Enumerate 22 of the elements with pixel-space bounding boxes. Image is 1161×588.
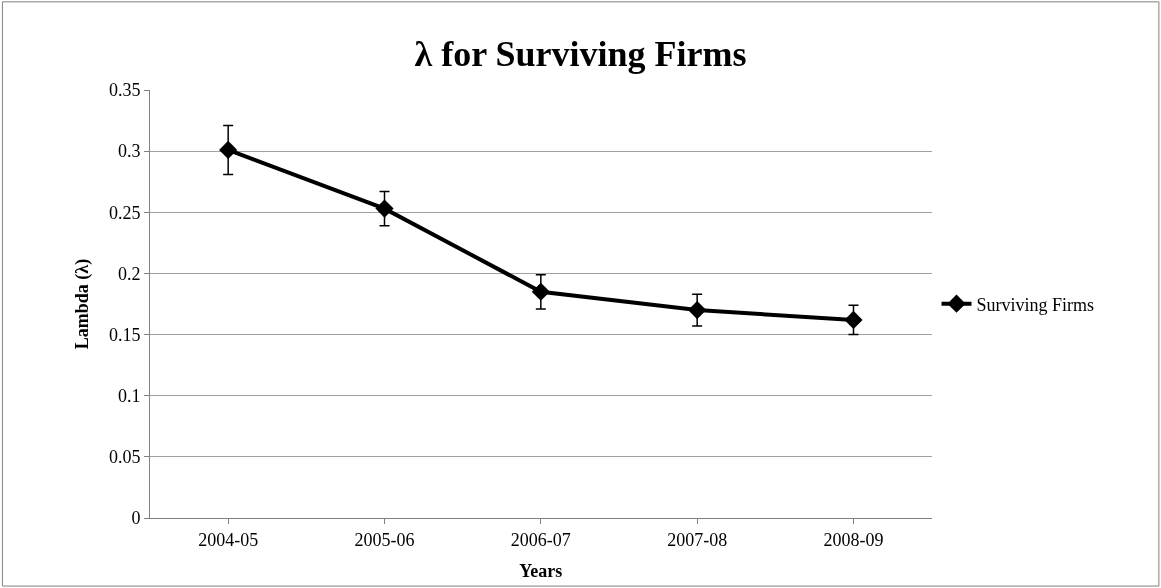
x-tick-label: 2005-06 — [354, 529, 415, 550]
point — [531, 282, 550, 301]
x-axis-title: Years — [519, 560, 563, 581]
y-axis-title: Lambda (λ) — [72, 258, 94, 350]
point — [375, 199, 394, 218]
y-tick-label: 0.35 — [108, 80, 141, 101]
y-tick-label: 0.3 — [117, 141, 141, 162]
y-tick-label: 0.05 — [108, 447, 141, 468]
y-tick-label: 0 — [131, 508, 141, 529]
x-tick-label: 2008-09 — [823, 529, 884, 550]
point — [219, 140, 238, 160]
y-tick-label: 0.1 — [117, 386, 141, 407]
x-tick-label: 2006-07 — [510, 529, 571, 550]
x-tick-label: 2007-08 — [667, 529, 728, 550]
point — [844, 310, 863, 329]
y-tick-label: 0.25 — [108, 202, 141, 223]
chart-title: λ for Surviving Firms — [414, 34, 747, 75]
point — [688, 301, 707, 320]
y-tick-label: 0.2 — [117, 263, 141, 284]
legend-label: Surviving Firms — [976, 294, 1095, 315]
x-tick-label: 2004-05 — [198, 529, 259, 550]
y-tick-label: 0.15 — [108, 324, 141, 345]
